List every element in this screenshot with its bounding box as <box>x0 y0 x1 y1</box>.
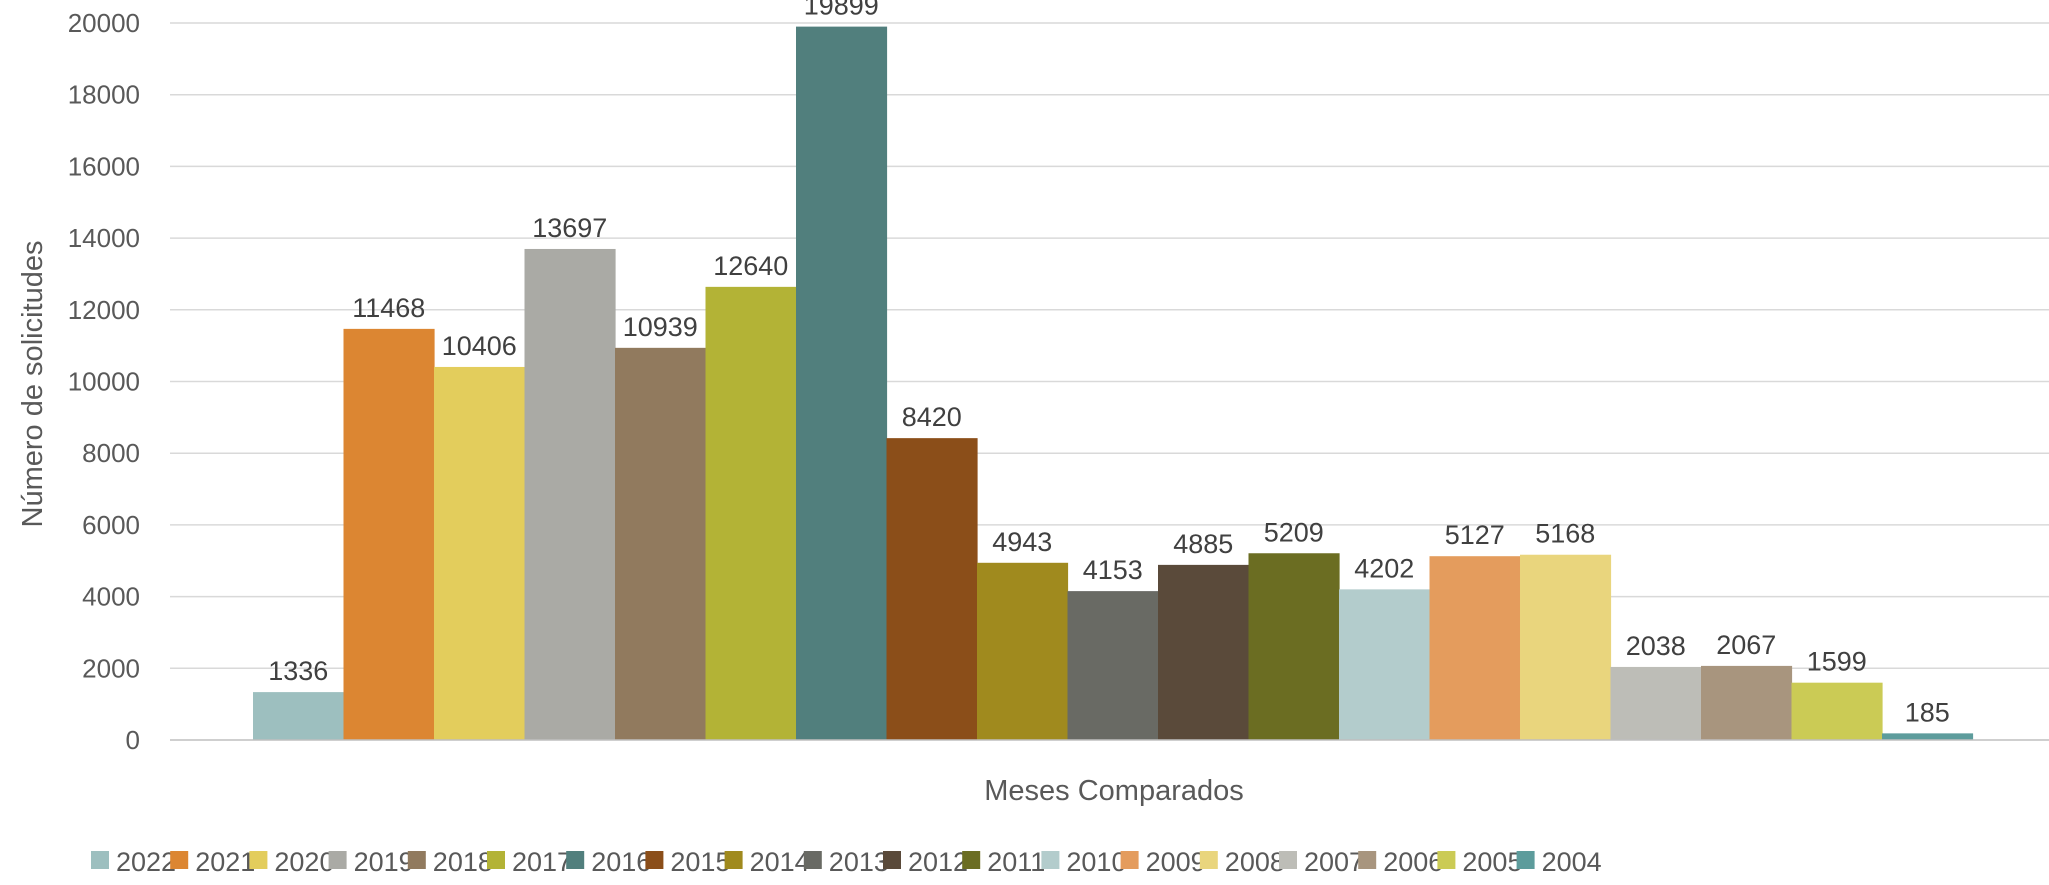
data-label-2021: 11468 <box>352 293 425 323</box>
bar-2008 <box>1520 554 1612 740</box>
legend-label-2008: 2008 <box>1225 847 1285 877</box>
legend-label-2021: 2021 <box>195 847 255 877</box>
bar-2018 <box>615 347 707 740</box>
data-label-2018: 10939 <box>623 312 698 342</box>
legend-label-2010: 2010 <box>1066 847 1126 877</box>
data-label-2020: 10406 <box>442 331 517 361</box>
legend-label-2004: 2004 <box>1542 847 1602 877</box>
x-axis-title: Meses Comparados <box>984 775 1244 807</box>
data-label-2012: 4885 <box>1173 529 1233 559</box>
legend-label-2014: 2014 <box>750 847 810 877</box>
data-label-2006: 2067 <box>1716 630 1776 660</box>
y-axis-title: Número de solicitudes <box>17 241 49 528</box>
y-tick-label: 2000 <box>82 653 140 683</box>
legend-swatch-2013 <box>803 851 822 869</box>
bar-2020 <box>434 366 526 740</box>
data-label-2014: 4943 <box>992 527 1052 557</box>
bar-2019 <box>524 248 616 740</box>
bar-2021 <box>343 328 435 740</box>
data-label-2011: 5209 <box>1264 517 1324 547</box>
data-label-2015: 8420 <box>902 402 962 432</box>
legend-swatch-2008 <box>1199 851 1218 869</box>
legend-label-2016: 2016 <box>591 847 651 877</box>
data-label-2017: 12640 <box>713 251 788 281</box>
bar-2013 <box>1067 591 1159 740</box>
legend-swatch-2020 <box>249 851 268 869</box>
y-tick-label: 6000 <box>82 510 140 540</box>
legend-swatch-2021 <box>170 851 189 869</box>
legend-label-2005: 2005 <box>1462 847 1522 877</box>
y-tick-label: 16000 <box>68 151 140 181</box>
legend-swatch-2018 <box>407 851 426 869</box>
legend-label-2019: 2019 <box>354 847 414 877</box>
data-labels: 1336 11468 10406 13697 10939 12640 19899 8420 49… <box>268 0 1950 727</box>
data-label-2022: 1336 <box>268 656 328 686</box>
legend-swatch-2015 <box>645 851 664 869</box>
y-tick-label: 8000 <box>82 438 140 468</box>
legend-swatch-2017 <box>487 851 505 869</box>
y-tick-label: 0 <box>126 725 140 755</box>
legend-label-2006: 2006 <box>1383 847 1443 877</box>
data-label-2016: 19899 <box>804 0 879 21</box>
legend-swatch-2009 <box>1120 851 1139 869</box>
legend-swatch-2014 <box>724 851 743 869</box>
bar-2017 <box>705 286 797 740</box>
legend-swatch-2019 <box>328 851 347 869</box>
bar-2016 <box>796 26 888 740</box>
legend-swatch-2012 <box>883 851 901 869</box>
y-tick-label: 14000 <box>68 223 140 253</box>
bar-2009 <box>1429 556 1521 740</box>
legend-label-2013: 2013 <box>829 847 889 877</box>
legend-label-2020: 2020 <box>274 847 334 877</box>
bar-2012 <box>1158 564 1250 740</box>
y-axis-tick-labels: 0 2000 4000 6000 8000 10000 12000 14000 16000 180… <box>68 8 140 755</box>
legend-label-2009: 2009 <box>1146 847 1206 877</box>
legend-swatch-2005 <box>1437 851 1456 869</box>
legend-label-2007: 2007 <box>1304 847 1364 877</box>
y-tick-label: 10000 <box>68 367 140 397</box>
legend-label-2022: 2022 <box>116 847 176 877</box>
legend-label-2012: 2012 <box>908 847 968 877</box>
data-label-2013: 4153 <box>1083 555 1143 585</box>
bar-2007 <box>1610 666 1702 740</box>
bar-2011 <box>1248 553 1340 740</box>
y-tick-label: 18000 <box>68 80 140 110</box>
data-label-2019: 13697 <box>532 213 607 243</box>
y-tick-label: 20000 <box>68 8 140 38</box>
legend-swatch-2006 <box>1358 851 1377 869</box>
data-label-2004: 185 <box>1905 697 1950 727</box>
y-tick-label: 12000 <box>68 295 140 325</box>
bar-2010 <box>1339 589 1431 740</box>
legend-swatch-2022 <box>91 851 109 869</box>
data-label-2010: 4202 <box>1354 553 1414 583</box>
bar-2006 <box>1701 665 1793 740</box>
bar-2005 <box>1791 682 1883 740</box>
legend-swatch-2004 <box>1516 851 1535 869</box>
data-label-2007: 2038 <box>1626 631 1686 661</box>
legend-swatch-2016 <box>566 851 585 869</box>
y-tick-label: 4000 <box>82 582 140 612</box>
bar-2014 <box>977 562 1069 740</box>
data-label-2005: 1599 <box>1807 647 1867 677</box>
bar-2022 <box>253 692 345 740</box>
bar-2004 <box>1882 733 1974 740</box>
legend: 2022 2021 2020 2019 2018 2017 2016 2015 2014 2013… <box>91 847 1602 877</box>
legend-swatch-2007 <box>1279 851 1297 869</box>
legend-label-2015: 2015 <box>670 847 730 877</box>
data-label-2008: 5168 <box>1535 519 1595 549</box>
legend-label-2018: 2018 <box>433 847 493 877</box>
bar-2015 <box>886 438 978 740</box>
data-label-2009: 5127 <box>1445 520 1505 550</box>
legend-swatch-2011 <box>962 851 981 869</box>
bars <box>253 26 1974 740</box>
legend-label-2017: 2017 <box>512 847 572 877</box>
legend-label-2011: 2011 <box>987 847 1045 877</box>
legend-swatch-2010 <box>1041 851 1060 869</box>
